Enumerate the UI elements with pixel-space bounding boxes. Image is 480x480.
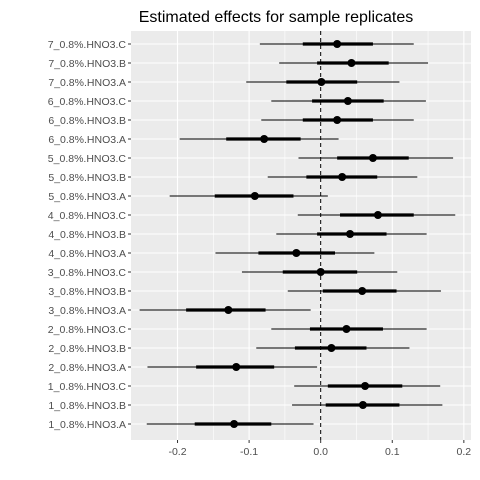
y-tick-label: 3_0.8%.HNO3.C	[48, 267, 127, 279]
y-axis: 7_0.8%.HNO3.C 7_0.8%.HNO3.B 7_0.8%.HNO3.A 6…	[48, 39, 131, 431]
y-tick-label: 4_0.8%.HNO3.A	[48, 248, 126, 260]
y-tick-label: 4_0.8%.HNO3.B	[48, 229, 126, 241]
point-estimate	[358, 287, 367, 295]
y-tick-label: 1_0.8%.HNO3.B	[48, 400, 126, 412]
point-estimate	[292, 249, 301, 257]
y-tick-label: 4_0.8%.HNO3.C	[48, 210, 127, 222]
y-tick-label: 6_0.8%.HNO3.A	[48, 134, 126, 146]
y-tick-label: 7_0.8%.HNO3.C	[48, 39, 127, 51]
y-tick-label: 5_0.8%.HNO3.B	[48, 172, 126, 184]
y-tick-label: 5_0.8%.HNO3.A	[48, 191, 126, 203]
point-estimate	[224, 306, 233, 314]
y-tick-label: 3_0.8%.HNO3.B	[48, 286, 126, 298]
point-estimate	[333, 40, 342, 48]
y-tick-label: 5_0.8%.HNO3.C	[48, 153, 127, 165]
x-tick-label: 0.2	[457, 446, 472, 458]
point-estimate	[338, 173, 347, 181]
x-tick-label: -0.2	[168, 446, 186, 458]
point-estimate	[343, 97, 352, 105]
point-estimate	[373, 211, 382, 219]
point-estimate	[346, 230, 355, 238]
y-tick-label: 1_0.8%.HNO3.A	[48, 419, 126, 431]
point-estimate	[347, 59, 356, 67]
x-tick-label: -0.1	[240, 446, 258, 458]
point-estimate	[250, 192, 259, 200]
y-tick-label: 7_0.8%.HNO3.A	[48, 77, 126, 89]
point-estimate	[316, 268, 325, 276]
point-estimate	[342, 325, 351, 333]
x-axis: -0.2 -0.1 0.0 0.1 0.2	[168, 440, 471, 458]
x-tick-label: 0.0	[313, 446, 328, 458]
y-tick-label: 3_0.8%.HNO3.A	[48, 305, 126, 317]
y-tick-label: 2_0.8%.HNO3.A	[48, 362, 126, 374]
plot-panel	[131, 31, 471, 440]
x-tick-label: 0.1	[385, 446, 400, 458]
point-estimate	[232, 363, 241, 371]
point-estimate	[230, 420, 239, 428]
y-tick-label: 6_0.8%.HNO3.B	[48, 115, 126, 127]
point-estimate	[358, 401, 367, 409]
chart-title: Estimated effects for sample replicates	[139, 9, 414, 26]
point-estimates	[224, 40, 382, 428]
point-estimate	[260, 135, 269, 143]
y-tick-label: 2_0.8%.HNO3.B	[48, 343, 126, 355]
point-estimate	[368, 154, 377, 162]
point-estimate	[333, 116, 342, 124]
y-tick-label: 7_0.8%.HNO3.B	[48, 58, 126, 70]
y-tick-label: 2_0.8%.HNO3.C	[48, 324, 127, 336]
y-tick-label: 1_0.8%.HNO3.C	[48, 381, 127, 393]
point-estimate	[361, 382, 370, 390]
point-estimate	[327, 344, 336, 352]
y-tick-label: 6_0.8%.HNO3.C	[48, 96, 127, 108]
point-estimate	[317, 78, 326, 86]
